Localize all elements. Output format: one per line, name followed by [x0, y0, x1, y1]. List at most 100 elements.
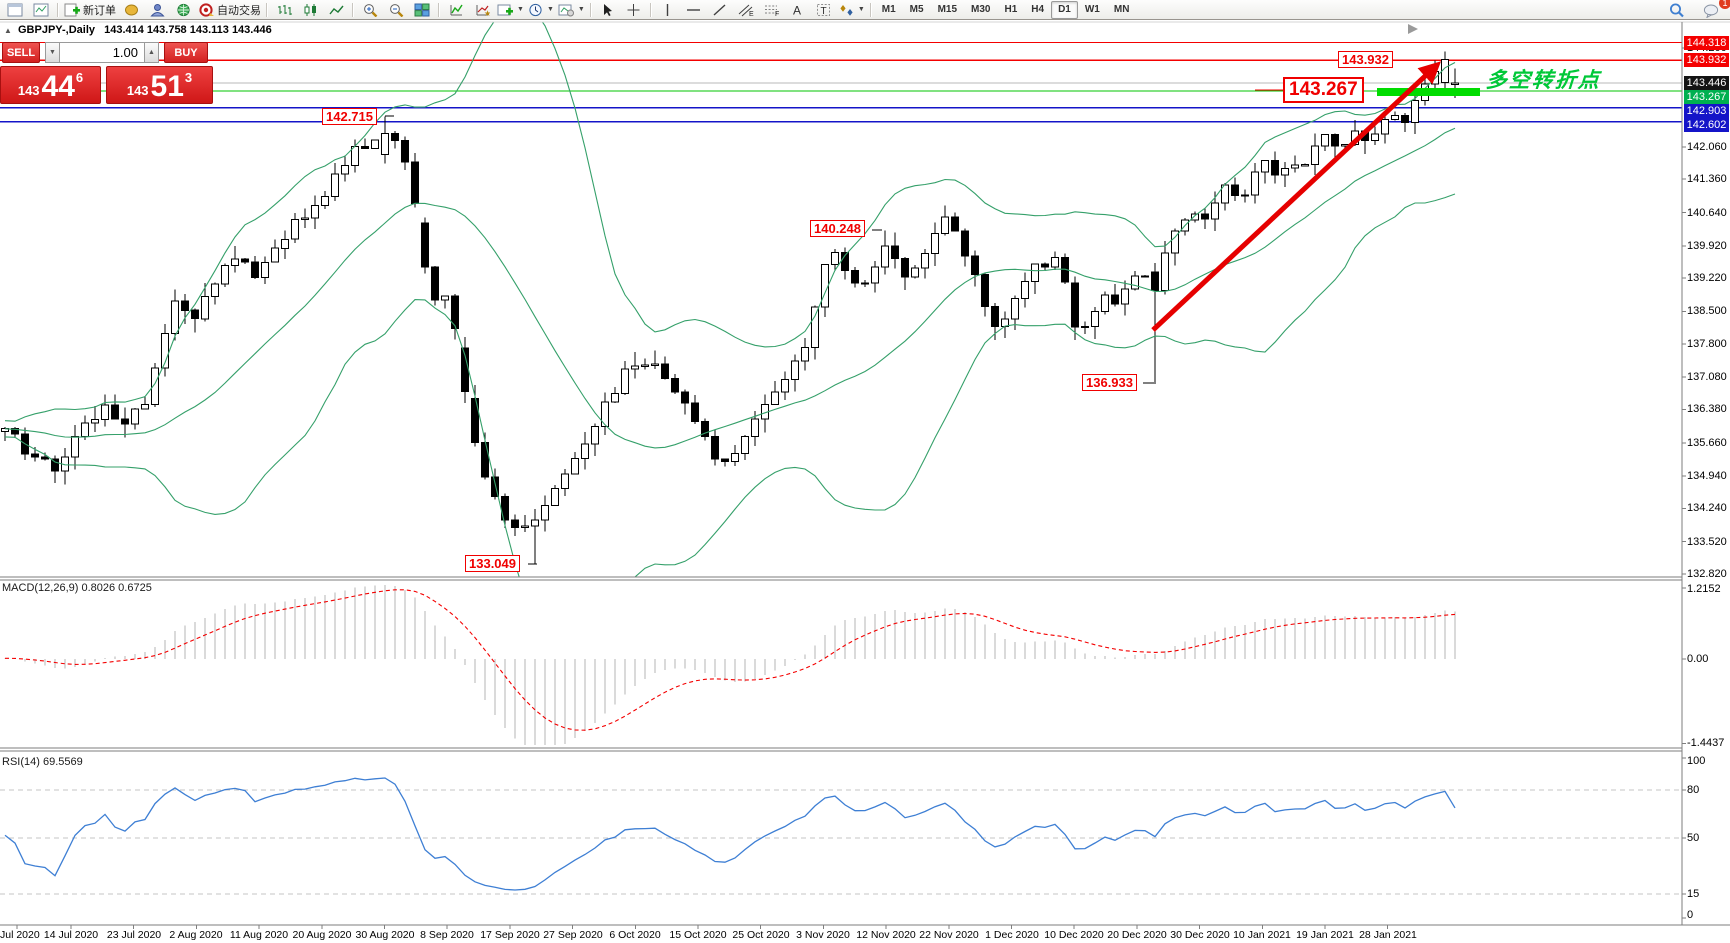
macd-tick-label: -1.4437	[1687, 737, 1725, 749]
date-label: 11 Aug 2020	[229, 929, 289, 941]
date-label: 15 Oct 2020	[669, 929, 727, 941]
date-label: 19 Jan 2021	[1296, 929, 1354, 941]
date-ticks	[16, 925, 1389, 929]
date-label: 27 Sep 2020	[543, 929, 603, 941]
metaeditor-button[interactable]	[118, 1, 144, 19]
symbol-icon: ▲	[4, 26, 12, 35]
price-tick-label: 140.640	[1687, 207, 1727, 219]
buy-price-point: 3	[184, 70, 193, 85]
date-label: 10 Jan 2021	[1233, 929, 1291, 941]
price-tick-label: 135.660	[1687, 437, 1727, 449]
price-badge: 143.932	[1684, 53, 1729, 67]
tile-windows-button[interactable]	[409, 1, 435, 19]
zoom-out-button[interactable]	[383, 1, 409, 19]
price-label-annotation[interactable]: 140.248	[810, 220, 865, 237]
zoom-in-button[interactable]	[357, 1, 383, 19]
candlesticks	[1, 51, 1459, 564]
panel-borders	[0, 21, 1730, 926]
timeframe-d1-button[interactable]: D1	[1051, 0, 1078, 19]
notification-badge: 1	[1719, 0, 1730, 9]
symbol-name: GBPJPY-,Daily	[17, 24, 96, 36]
price-tick-label: 134.240	[1687, 502, 1727, 514]
macd-tick-label: 0.00	[1687, 653, 1709, 665]
date-label: 3 Nov 2020	[796, 929, 850, 941]
price-label-annotation[interactable]: 143.932	[1338, 51, 1393, 68]
timeframe-m15-button[interactable]: M15	[937, 4, 958, 15]
timeframe-mn-button[interactable]: MN	[1113, 4, 1130, 15]
price-badge: 142.602	[1684, 118, 1729, 132]
new-order-button[interactable]: 新订单	[62, 1, 118, 19]
main-toolbar: 新订单 自动交易 ★ ▼ ▼ ▼ E F A T ▼ M1 M5 M15 M30 H1 H4 D1 W1 MN 1	[0, 0, 1730, 20]
timeframe-m30-button[interactable]: M30	[971, 4, 991, 15]
price-label-annotation[interactable]: 136.933	[1082, 374, 1137, 391]
buy-price-whole: 143	[126, 83, 149, 98]
indicators-button[interactable]	[443, 1, 469, 19]
cursor-button[interactable]	[595, 1, 621, 19]
price-tick-label: 139.920	[1687, 240, 1727, 252]
date-label: 2 Aug 2020	[169, 929, 223, 941]
trend-arrow[interactable]	[1151, 61, 1442, 332]
chart-area[interactable]: ▲ GBPJPY-,Daily 143.414 143.758 143.113 …	[0, 21, 1730, 943]
rsi-tick-label: 0	[1687, 909, 1694, 921]
date-label: 12 Nov 2020	[856, 929, 916, 941]
toolbar-separator	[649, 2, 652, 17]
date-axis: Jul 2020 14 Jul 2020 23 Jul 2020 2 Aug 2020…	[0, 925, 1730, 943]
price-tick-label: 134.940	[1687, 470, 1727, 482]
pivot-zone[interactable]	[1377, 88, 1480, 96]
add-indicator-button[interactable]: ▼	[495, 1, 526, 19]
price-label-annotation[interactable]: 142.715	[322, 108, 377, 125]
search-icon[interactable]	[1664, 1, 1690, 19]
toolbar-separator	[589, 2, 592, 17]
bollinger-bands	[4, 22, 1456, 577]
candlestick-chart-button[interactable]	[297, 1, 323, 19]
autotrading-button[interactable]: 自动交易	[196, 1, 263, 19]
rsi-tick-label: 100	[1687, 755, 1706, 767]
volume-down-button[interactable]: ▼	[45, 42, 60, 63]
text-button[interactable]: A	[785, 1, 811, 19]
price-tick-label: 139.220	[1687, 272, 1727, 284]
price-tick-label: 132.820	[1687, 568, 1727, 580]
date-label: 6 Oct 2020	[609, 929, 661, 941]
fibonacci-button[interactable]: F	[759, 1, 785, 19]
text-label-button[interactable]: T	[811, 1, 837, 19]
new-window-button[interactable]	[2, 1, 28, 19]
price-tick-label: 137.080	[1687, 371, 1727, 383]
trendline-button[interactable]	[707, 1, 733, 19]
price-label-annotation[interactable]: 143.267	[1283, 77, 1364, 103]
date-label: 8 Sep 2020	[420, 929, 474, 941]
date-label: 23 Jul 2020	[106, 929, 162, 941]
sell-button[interactable]: SELL	[2, 42, 40, 63]
buy-button[interactable]: BUY	[164, 42, 208, 63]
volume-up-button[interactable]: ▲	[144, 42, 159, 63]
horizontal-line-button[interactable]	[681, 1, 707, 19]
community-button[interactable]	[144, 1, 170, 19]
timeframe-m5-button[interactable]: M5	[909, 4, 924, 15]
sell-price-display[interactable]: 143 44 6	[0, 66, 101, 104]
volume-input[interactable]	[60, 42, 144, 63]
indicator-list-button[interactable]: ★	[469, 1, 495, 19]
rsi-indicator-label: RSI(14) 69.5569	[2, 756, 83, 768]
macd-tick-label: 1.2152	[1687, 583, 1721, 595]
bar-chart-button[interactable]	[271, 1, 297, 19]
equidistant-channel-button[interactable]: E	[733, 1, 759, 19]
ohlc-readout: 143.414 143.758 143.113 143.446	[104, 24, 272, 36]
price-label-annotation[interactable]: 133.049	[465, 555, 520, 572]
chat-icon[interactable]: 1	[1698, 0, 1730, 19]
timeframe-h1-button[interactable]: H1	[1004, 4, 1018, 15]
timeframe-w1-button[interactable]: W1	[1084, 4, 1100, 15]
pivot-annotation-text[interactable]: 多空转折点	[1485, 69, 1602, 92]
vertical-line-button[interactable]	[655, 1, 681, 19]
macd-indicator-label: MACD(12,26,9) 0.8026 0.6725	[2, 582, 152, 594]
shapes-button[interactable]: ▼	[837, 1, 867, 19]
buy-price-display[interactable]: 143 51 3	[106, 66, 213, 104]
line-chart-button[interactable]	[323, 1, 349, 19]
periods-button[interactable]: ▼	[526, 1, 556, 19]
chart-preview-button[interactable]	[28, 1, 54, 19]
timeframe-m1-button[interactable]: M1	[881, 4, 896, 15]
news-button[interactable]	[170, 1, 196, 19]
crosshair-button[interactable]	[621, 1, 647, 19]
timeframe-h4-button[interactable]: H4	[1031, 4, 1045, 15]
templates-button[interactable]: ▼	[556, 1, 587, 19]
level-lines[interactable]	[0, 41, 1682, 123]
